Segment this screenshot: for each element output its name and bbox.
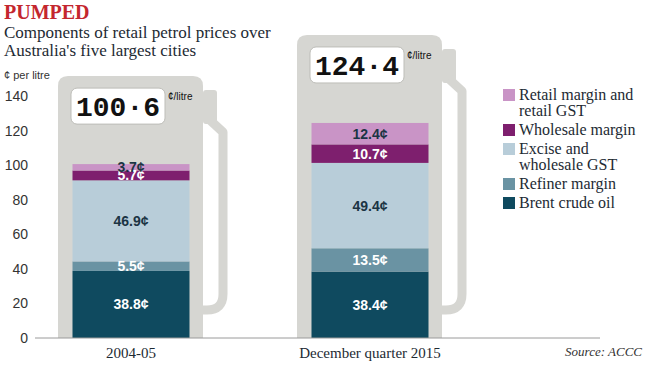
legend-swatch — [503, 143, 515, 155]
legend-label: Retail margin andretail GST — [519, 86, 633, 119]
legend-label-line: retail GST — [519, 102, 586, 119]
legend-swatch — [503, 178, 515, 190]
bar-segment — [73, 180, 190, 261]
legend-label: Refiner margin — [519, 175, 616, 193]
subtitle-line: Components of retail petrol prices over — [4, 23, 271, 42]
y-tick-label: 60 — [12, 226, 28, 242]
data-label: 49.4¢ — [352, 198, 387, 214]
bar-segment — [312, 163, 429, 248]
legend-swatch — [503, 197, 515, 209]
legend-label-line: Refiner margin — [519, 175, 616, 193]
source: Source: ACCC — [565, 344, 642, 359]
bars — [73, 123, 429, 338]
legend-label: Brent crude oil — [519, 194, 616, 211]
subtitle-line: Australia's five largest cities — [4, 41, 196, 60]
total-unit: ¢/litre — [168, 91, 193, 102]
y-tick-label: 140 — [5, 88, 29, 104]
legend-label: Excise andwholesale GST — [519, 140, 617, 173]
legend-label-line: Excise and — [519, 140, 589, 157]
data-label: 46.9¢ — [113, 213, 148, 229]
y-tick-label: 40 — [12, 261, 28, 277]
legend-swatch — [503, 89, 515, 101]
bar-segment — [73, 271, 190, 338]
total-label: 124·4 — [315, 52, 399, 83]
legend-label-line: wholesale GST — [519, 156, 617, 173]
bar-segment — [312, 248, 429, 271]
data-label: 5.5¢ — [117, 258, 144, 274]
bar-segment — [312, 144, 429, 162]
x-tick-label: 2004-05 — [106, 345, 156, 361]
data-label: 38.4¢ — [352, 297, 387, 313]
data-label: 12.4¢ — [352, 126, 387, 142]
y-tick-label: 100 — [5, 157, 29, 173]
x-tick-label: December quarter 2015 — [299, 345, 441, 361]
y-axis-label: ¢ per litre — [4, 69, 50, 81]
y-tick-label: 120 — [5, 123, 29, 139]
legend-label: Wholesale margin — [519, 121, 636, 139]
pump-display — [310, 47, 404, 83]
legend-label-line: Brent crude oil — [519, 194, 616, 211]
data-label: 10.7¢ — [352, 146, 387, 162]
legend-swatch — [503, 124, 515, 136]
bar-segment — [312, 123, 429, 144]
x-axis — [35, 338, 600, 339]
data-label: 3.7¢ — [117, 159, 144, 175]
y-tick-label: 20 — [12, 295, 28, 311]
y-tick-label: 80 — [12, 192, 28, 208]
legend-label-line: Wholesale margin — [519, 121, 636, 139]
bar-segment — [312, 272, 429, 338]
pump-display — [71, 88, 165, 124]
data-label: 38.8¢ — [113, 296, 148, 312]
pump-body — [297, 35, 442, 338]
pump-body — [58, 76, 203, 338]
pump-hose — [442, 79, 462, 310]
total-unit: ¢/litre — [407, 50, 432, 61]
data-label: 13.5¢ — [352, 252, 387, 268]
title: PUMPED — [4, 1, 90, 23]
pump-hose — [203, 120, 223, 310]
total-label: 100·6 — [76, 93, 160, 124]
chart: PUMPEDComponents of retail petrol prices… — [0, 0, 650, 366]
subtitle: Components of retail petrol prices overA… — [4, 23, 271, 60]
y-tick-label: 0 — [20, 330, 28, 346]
